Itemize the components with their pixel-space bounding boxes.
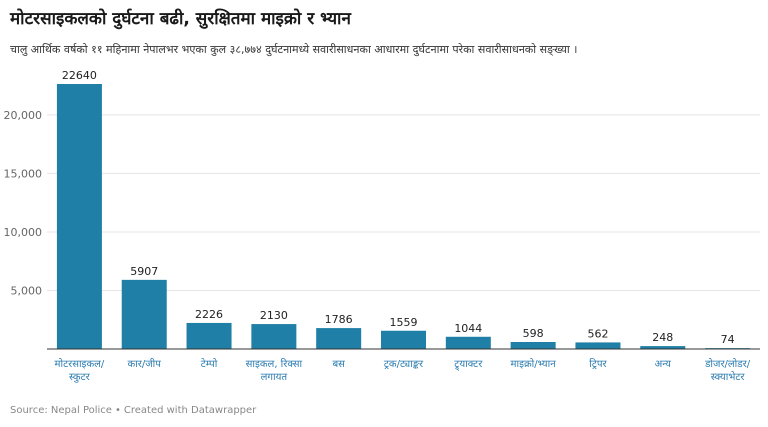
- x-tick-label: अन्य: [655, 359, 672, 370]
- bar: [316, 328, 362, 349]
- chart-title: मोटरसाइकलको दुर्घटना बढी, सुरक्षितमा माइ…: [10, 9, 351, 29]
- data-label: 1559: [390, 316, 418, 329]
- bar: [186, 322, 232, 349]
- data-label: 248: [652, 331, 673, 344]
- bar: [510, 342, 556, 349]
- footer-separator: •: [114, 405, 121, 416]
- bar: [575, 342, 621, 349]
- bar: [381, 330, 426, 349]
- data-label: 2226: [195, 308, 223, 321]
- x-tick-label: ट्रिपर: [589, 358, 607, 370]
- chart-subtitle: चालु आर्थिक वर्षको ११ महिनामा नेपालभर भए…: [10, 43, 578, 56]
- x-tick-label: टेम्पो: [201, 358, 218, 370]
- bar: [56, 84, 102, 349]
- bar: [121, 279, 167, 349]
- x-tick-label: ट्रक/ट्याङ्कर: [384, 359, 424, 370]
- x-tick-label: कार/जीप: [128, 358, 162, 370]
- y-tick-label: 5,000: [11, 284, 43, 297]
- x-tick-label: डोजर/लोडर/: [704, 358, 751, 370]
- x-tick-label: स्कुटर: [69, 372, 91, 383]
- data-label: 1044: [454, 322, 482, 335]
- x-tick-label: स्क्याभेटर: [711, 371, 746, 383]
- x-tick-label: बस: [332, 359, 345, 370]
- credit-text: Created with Datawrapper: [123, 405, 257, 416]
- bar-chart: 5,000 10,000 15,000 20,000 22640 मोटरसाइकल/स्…: [4, 69, 760, 383]
- bar: [640, 346, 686, 349]
- x-tick-label: माइक्रो/भ्यान: [511, 358, 557, 370]
- bar: [251, 324, 297, 349]
- x-tick-label: मोटरसाइकल/: [55, 358, 105, 370]
- bar: [445, 336, 491, 349]
- data-label: 1786: [325, 313, 353, 326]
- y-tick-label: 15,000: [4, 167, 43, 180]
- y-tick-label: 20,000: [4, 109, 43, 122]
- y-tick-label: 10,000: [4, 226, 43, 239]
- data-label: 74: [721, 333, 735, 346]
- data-label: 5907: [130, 265, 158, 278]
- data-label: 2130: [260, 309, 288, 322]
- x-tick-label: साइकल, रिक्सा: [246, 358, 303, 370]
- x-tick-label: लगायत: [261, 372, 288, 383]
- data-label: 22640: [62, 69, 97, 82]
- source-text: Source: Nepal Police: [10, 405, 112, 416]
- data-label: 562: [587, 327, 608, 340]
- chart-footer: Source: Nepal Police • Created with Datawr…: [10, 405, 256, 416]
- x-tick-label: ट्र्याक्टर: [454, 359, 483, 371]
- data-label: 598: [523, 327, 544, 340]
